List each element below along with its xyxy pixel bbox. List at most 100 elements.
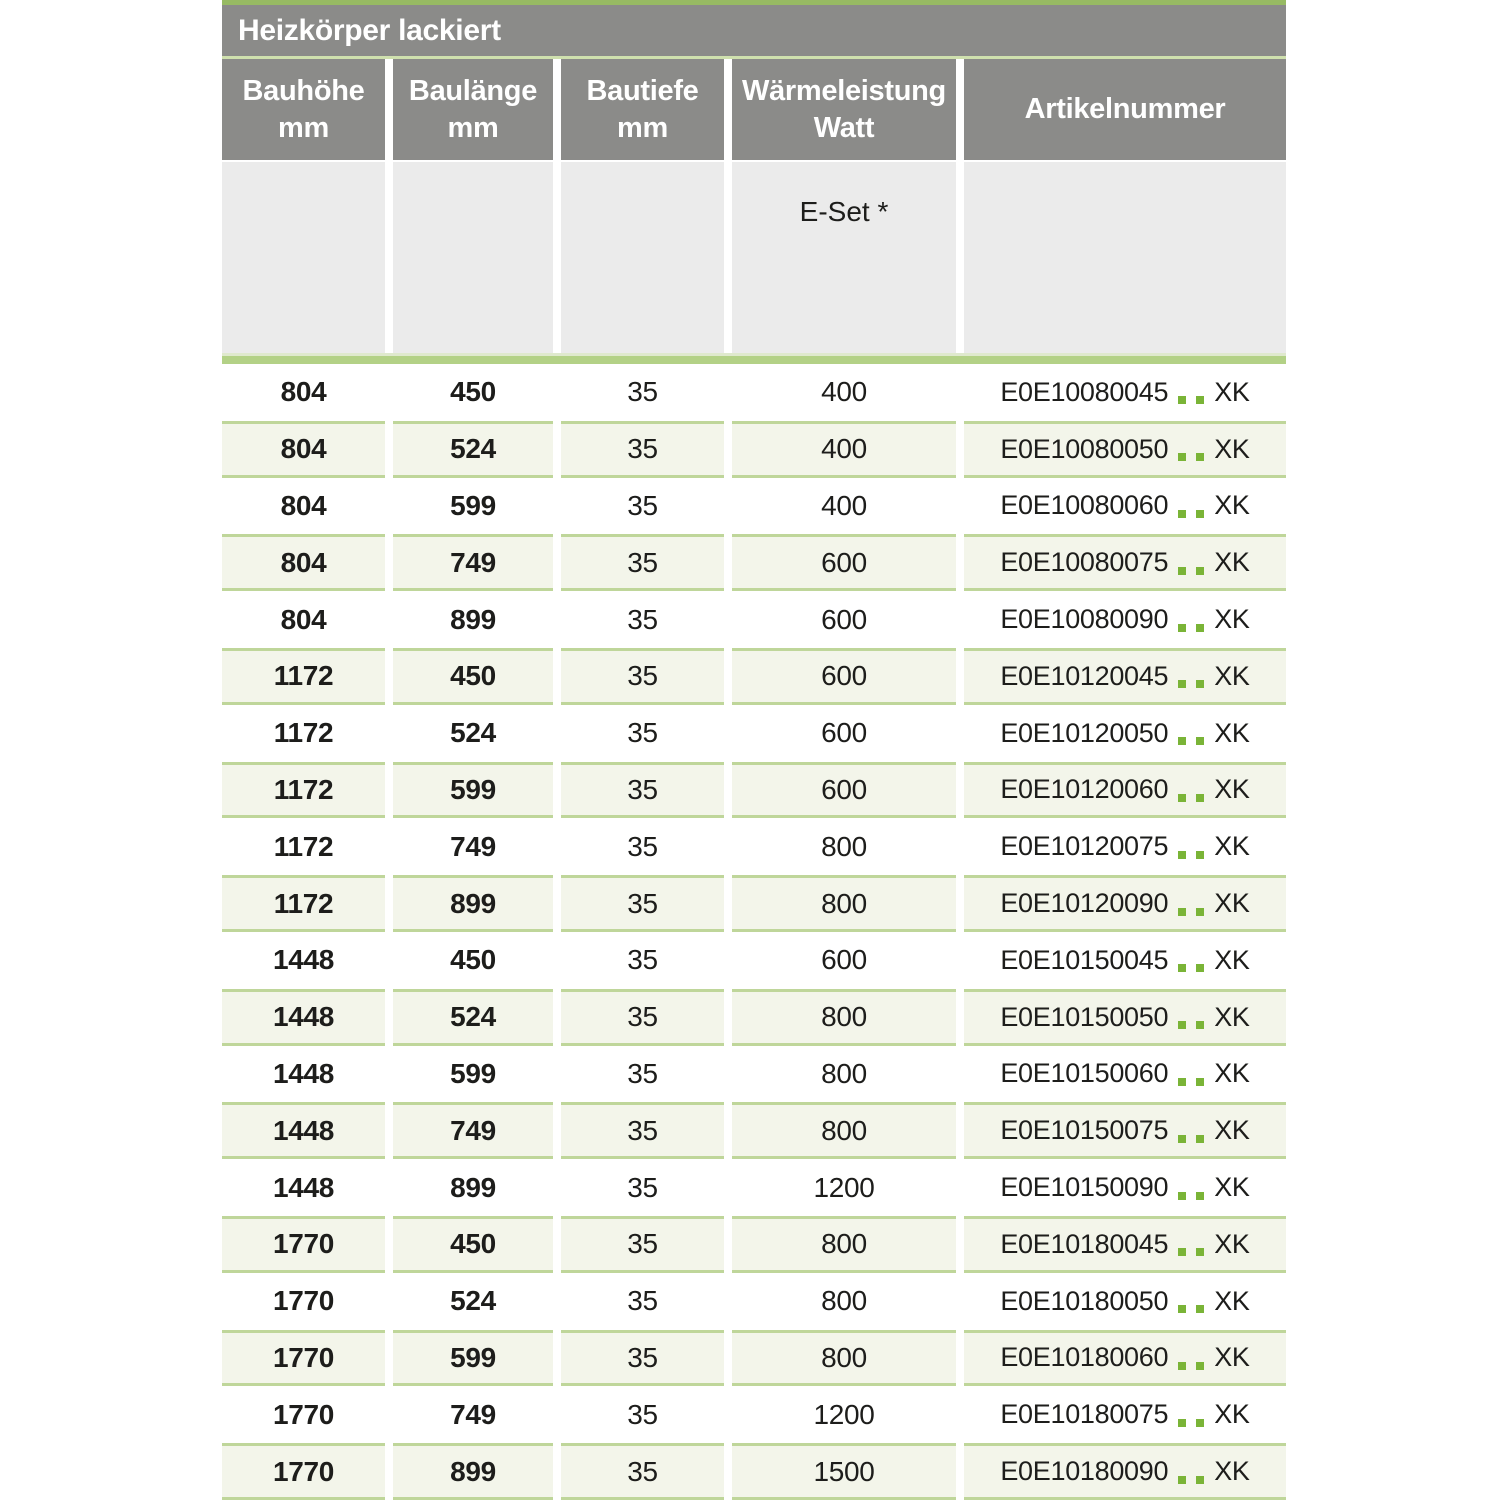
table-row: 1448 899 35 1200 E0E10150090 XK	[222, 1159, 1286, 1216]
artikel-suffix: XK	[1214, 1456, 1250, 1487]
table-row: 804 599 35 400 E0E10080060 XK	[222, 477, 1286, 535]
cell-baulaenge: 899	[393, 1443, 553, 1500]
cell-artikelnummer: E0E10180050 XK	[964, 1272, 1286, 1330]
green-dot-icon	[1196, 1248, 1205, 1257]
cell-artikelnummer: E0E10080060 XK	[964, 477, 1286, 535]
green-dot-icon	[1178, 509, 1187, 518]
cell-baulaenge: 450	[393, 1215, 553, 1273]
cell-waermeleistung: 400	[732, 364, 956, 421]
cell-bauhoehe: 804	[222, 364, 385, 421]
artikel-prefix: E0E10080050	[1000, 433, 1169, 464]
cell-bautiefe: 35	[561, 1159, 724, 1216]
table-row: 1172 524 35 600 E0E10120050 XK	[222, 704, 1286, 762]
cell-artikelnummer: E0E10120050 XK	[964, 704, 1286, 762]
green-dot-icon	[1178, 793, 1187, 802]
cell-bautiefe: 35	[561, 704, 724, 762]
green-dot-icon	[1178, 737, 1187, 746]
green-dot-icon	[1196, 680, 1205, 689]
cell-bauhoehe: 804	[222, 477, 385, 535]
cell-bauhoehe: 804	[222, 420, 385, 478]
green-dot-icon	[1178, 1418, 1187, 1427]
green-dot-icon	[1178, 1134, 1187, 1143]
green-dot-icon	[1178, 1077, 1187, 1086]
cell-bauhoehe: 1448	[222, 931, 385, 989]
artikel-suffix: XK	[1214, 1001, 1250, 1032]
subheader-bautiefe	[561, 162, 724, 353]
cell-baulaenge: 749	[393, 818, 553, 876]
header-subheader-gap	[222, 160, 1286, 162]
cell-waermeleistung: 800	[732, 1329, 956, 1387]
artikel-suffix: XK	[1214, 717, 1250, 748]
green-dot-icon	[1178, 1305, 1187, 1314]
artikel-suffix: XK	[1214, 888, 1250, 919]
artikel-prefix: E0E10180090	[1000, 1456, 1169, 1487]
cell-baulaenge: 899	[393, 875, 553, 932]
cell-bautiefe: 35	[561, 1443, 724, 1500]
subheader-eset: E-Set *	[732, 162, 956, 353]
subheader-artikelnummer	[964, 162, 1286, 353]
green-dot-icon	[1196, 1021, 1205, 1030]
table-row: 1770 749 35 1200 E0E10180075 XK	[222, 1386, 1286, 1444]
table-row: 1448 450 35 600 E0E10150045 XK	[222, 931, 1286, 989]
header-baulaenge: Baulänge mm	[393, 59, 553, 160]
green-dot-icon	[1178, 623, 1187, 632]
artikel-suffix: XK	[1214, 1172, 1250, 1203]
cell-artikelnummer: E0E10180075 XK	[964, 1386, 1286, 1444]
green-dot-icon	[1196, 1305, 1205, 1314]
table-row: 804 524 35 400 E0E10080050 XK	[222, 420, 1286, 478]
green-dot-icon	[1178, 907, 1187, 916]
cell-baulaenge: 524	[393, 988, 553, 1046]
top-accent-line	[222, 0, 1286, 5]
header-waermeleistung: Wärmeleistung Watt	[732, 59, 956, 160]
artikel-prefix: E0E10150090	[1000, 1172, 1169, 1203]
subheader-bauhoehe	[222, 162, 385, 353]
cell-artikelnummer: E0E10150050 XK	[964, 988, 1286, 1046]
table-row: 1770 524 35 800 E0E10180050 XK	[222, 1272, 1286, 1330]
table-title-bar: Heizkörper lackiert	[222, 5, 1286, 56]
table-row: 1172 450 35 600 E0E10120045 XK	[222, 647, 1286, 705]
artikel-suffix: XK	[1214, 1058, 1250, 1089]
cell-baulaenge: 450	[393, 647, 553, 705]
green-dot-icon	[1196, 1077, 1205, 1086]
artikel-suffix: XK	[1214, 604, 1250, 635]
artikel-prefix: E0E10120060	[1000, 774, 1169, 805]
cell-baulaenge: 524	[393, 1272, 553, 1330]
artikel-prefix: E0E10180045	[1000, 1228, 1169, 1259]
cell-baulaenge: 749	[393, 1102, 553, 1160]
green-dot-icon	[1178, 453, 1187, 462]
cell-bautiefe: 35	[561, 1045, 724, 1103]
artikel-prefix: E0E10080060	[1000, 490, 1169, 521]
artikel-suffix: XK	[1214, 831, 1250, 862]
artikel-prefix: E0E10080090	[1000, 604, 1169, 635]
cell-bautiefe: 35	[561, 477, 724, 535]
cell-bauhoehe: 1448	[222, 1102, 385, 1160]
cell-waermeleistung: 1200	[732, 1159, 956, 1216]
title-underline	[222, 56, 1286, 59]
cell-bautiefe: 35	[561, 761, 724, 819]
green-dot-icon	[1178, 566, 1187, 575]
cell-bauhoehe: 1172	[222, 647, 385, 705]
table-row: 1770 450 35 800 E0E10180045 XK	[222, 1215, 1286, 1273]
cell-bautiefe: 35	[561, 818, 724, 876]
artikel-suffix: XK	[1214, 774, 1250, 805]
cell-artikelnummer: E0E10120090 XK	[964, 875, 1286, 932]
cell-waermeleistung: 600	[732, 534, 956, 592]
table-row: 804 450 35 400 E0E10080045 XK	[222, 364, 1286, 421]
artikel-suffix: XK	[1214, 1285, 1250, 1316]
cell-baulaenge: 599	[393, 761, 553, 819]
cell-bautiefe: 35	[561, 647, 724, 705]
green-dot-icon	[1178, 680, 1187, 689]
cell-baulaenge: 749	[393, 534, 553, 592]
green-dot-icon	[1196, 964, 1205, 973]
artikel-suffix: XK	[1214, 1342, 1250, 1373]
table-row: 1172 749 35 800 E0E10120075 XK	[222, 818, 1286, 876]
artikel-suffix: XK	[1214, 1399, 1250, 1430]
header-bauhoehe: Bauhöhe mm	[222, 59, 385, 160]
artikel-prefix: E0E10150075	[1000, 1115, 1169, 1146]
green-dot-icon	[1196, 1191, 1205, 1200]
table-row: 1172 599 35 600 E0E10120060 XK	[222, 761, 1286, 819]
green-dot-icon	[1196, 566, 1205, 575]
cell-waermeleistung: 800	[732, 818, 956, 876]
cell-bauhoehe: 804	[222, 534, 385, 592]
green-dot-icon	[1196, 1475, 1205, 1484]
